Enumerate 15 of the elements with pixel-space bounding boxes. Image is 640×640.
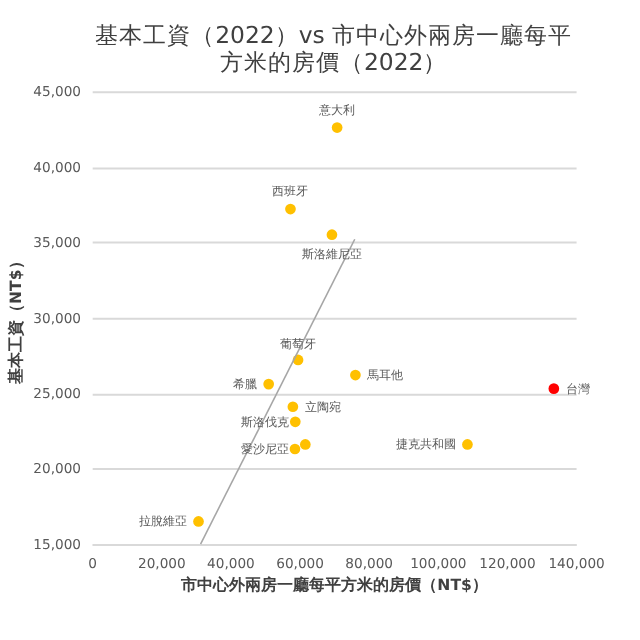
- y-axis-title: 基本工資（NT$）: [7, 253, 26, 386]
- point: [548, 383, 560, 394]
- chart-title: 基本工資（2022）vs 市中心外兩房一廳每平方米的房價（2022）: [95, 20, 573, 76]
- point: [462, 439, 473, 450]
- point: [263, 378, 275, 390]
- point: [331, 122, 343, 133]
- point: [299, 439, 311, 450]
- point: [289, 416, 301, 428]
- point: [285, 203, 296, 215]
- x-axis-title: 市中心外兩房一廳每平方米的房價（NT$）: [179, 573, 488, 594]
- point: [350, 369, 361, 381]
- point: [193, 516, 204, 527]
- point: [326, 229, 338, 241]
- point: [287, 401, 299, 413]
- point: [289, 443, 301, 455]
